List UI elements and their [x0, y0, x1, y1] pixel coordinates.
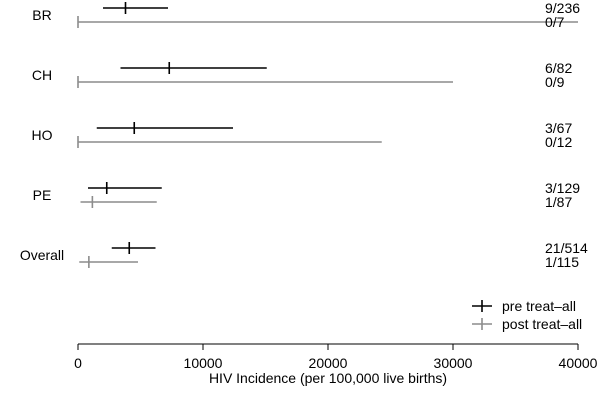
x-axis-title: HIV Incidence (per 100,000 live births) — [209, 370, 447, 386]
x-tick-label: 0 — [74, 355, 82, 371]
group-label: HO — [32, 127, 53, 143]
pre-fraction-label: 6/82 — [545, 60, 572, 76]
post-fraction-label: 0/12 — [545, 134, 572, 150]
x-tick-label: 30000 — [434, 355, 473, 371]
legend-label: pre treat–all — [502, 298, 576, 314]
pre-fraction-label: 21/514 — [545, 240, 588, 256]
post-fraction-label: 1/87 — [545, 194, 572, 210]
x-axis: 0 10000 20000 30000 40000 — [74, 343, 598, 371]
pre-fraction-label: 3/129 — [545, 180, 580, 196]
pre-fraction-label: 9/236 — [545, 0, 580, 16]
post-fraction-label: 0/7 — [545, 14, 565, 30]
group-label: Overall — [20, 247, 64, 263]
legend-label: post treat–all — [502, 316, 582, 332]
group-label: PE — [33, 187, 52, 203]
post-fraction-label: 0/9 — [545, 74, 565, 90]
group-label: CH — [32, 67, 52, 83]
x-tick-label: 40000 — [559, 355, 598, 371]
x-tick-label: 20000 — [309, 355, 348, 371]
x-tick-label: 10000 — [184, 355, 223, 371]
post-fraction-label: 1/115 — [545, 254, 579, 270]
group-label: BR — [32, 7, 51, 23]
pre-fraction-label: 3/67 — [545, 120, 572, 136]
legend: pre treat–all post treat–all — [472, 298, 582, 332]
